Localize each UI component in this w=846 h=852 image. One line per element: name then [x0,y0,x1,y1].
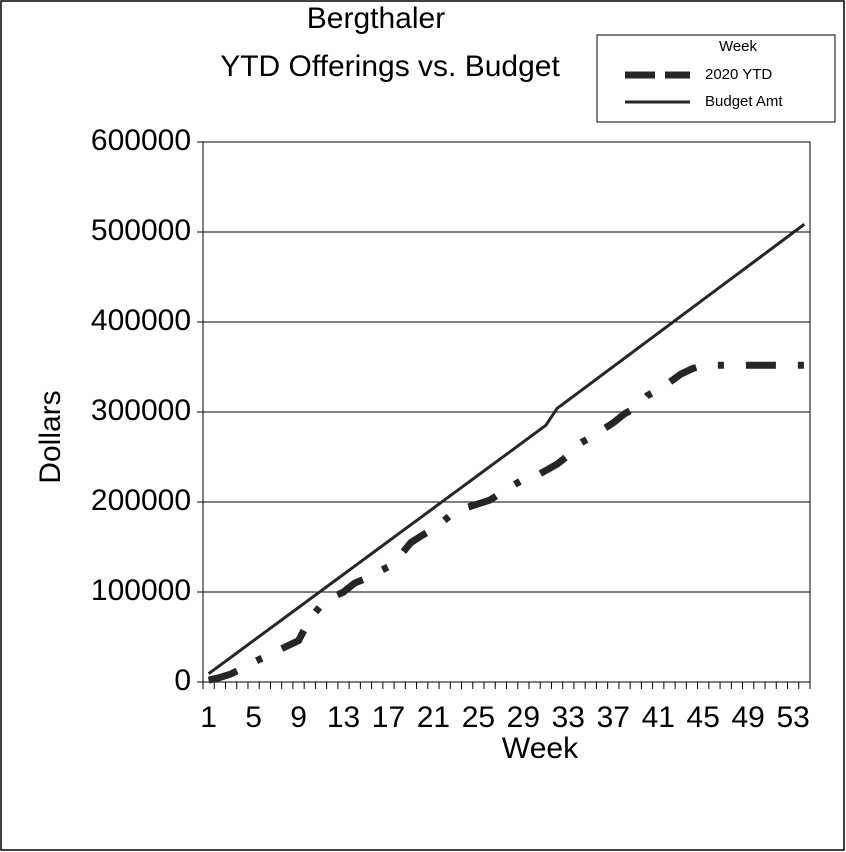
x-tick-label: 5 [245,701,262,734]
x-tick-label: 21 [417,701,450,734]
x-tick-label: 37 [597,701,630,734]
x-tick-label: 33 [552,701,585,734]
y-tick-label: 200000 [91,484,191,517]
chart-subtitle: YTD Offerings vs. Budget [220,50,560,83]
x-tick-label: 1 [200,701,217,734]
y-axis-label: Dollars [34,390,67,483]
y-tick-label: 400000 [91,304,191,337]
x-tick-label: 29 [507,701,540,734]
x-tick-label: 45 [687,701,720,734]
legend-label: 2020 YTD [705,66,772,83]
legend-label: Budget Amt [705,93,783,110]
x-tick-label: 13 [327,701,360,734]
x-tick-label: 9 [290,701,307,734]
y-tick-label: 600000 [91,124,191,157]
x-tick-label: 41 [642,701,675,734]
x-tick-label: 17 [372,701,405,734]
y-tick-label: 500000 [91,214,191,247]
legend-title: Week [719,38,758,55]
y-tick-label: 300000 [91,394,191,427]
x-axis-label: Week [502,732,579,765]
x-tick-label: 25 [462,701,495,734]
x-tick-label: 53 [776,701,809,734]
x-tick-label: 49 [731,701,764,734]
y-tick-label: 0 [174,664,191,697]
series-line [207,223,806,675]
chart-title: Bergthaler [307,2,445,35]
y-tick-label: 100000 [91,574,191,607]
